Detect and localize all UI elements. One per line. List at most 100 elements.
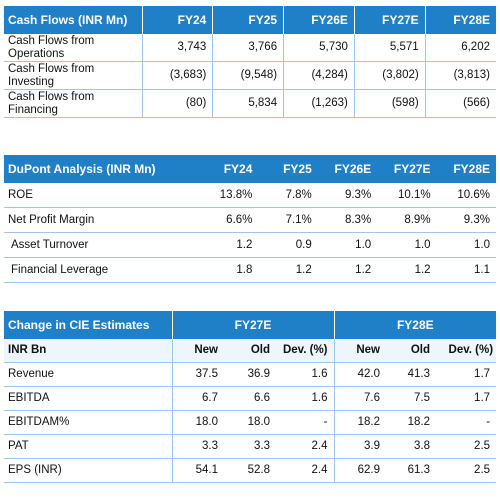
table-cell: 6.6 (224, 386, 276, 411)
unit-label: INR Bn (4, 339, 172, 363)
table-cell: 7.5 (386, 386, 437, 411)
table-cell: 1.0 (317, 232, 378, 258)
table-cell: - (276, 410, 335, 435)
row-label: PAT (4, 434, 172, 459)
table-cell: 3,766 (212, 34, 284, 62)
table-cell: (3,802) (353, 61, 426, 90)
table-row: EPS (INR) 54.1 52.8 2.4 62.9 61.3 2.5 (4, 458, 497, 483)
table-row: Financial Leverage 1.8 1.2 1.2 1.2 1.1 (4, 257, 496, 283)
dupont-year-header: FY24 (199, 155, 259, 183)
dupont-year-header: FY27E (377, 155, 437, 183)
table-cell: (1,263) (283, 89, 355, 118)
cie-group-fy27e: FY27E (171, 311, 335, 339)
cash-flows-year-header: FY26E (283, 6, 355, 34)
table-cell: 1.2 (377, 257, 437, 283)
dupont-year-header: FY28E (436, 155, 496, 183)
table-cell: 6,202 (424, 34, 496, 62)
table-row: Net Profit Margin 6.6% 7.1% 8.3% 8.9% 9.… (4, 207, 496, 233)
dupont-year-header: FY26E (317, 155, 378, 183)
table-cell: 1.0 (377, 232, 437, 258)
row-label-line2: Operations (8, 47, 65, 60)
row-label: Cash Flows from Operations (4, 34, 142, 62)
cash-flows-year-header: FY27E (353, 6, 426, 34)
row-label-line2: Financing (8, 103, 58, 116)
table-cell: 1.7 (436, 362, 497, 387)
table-cell: 7.6 (333, 386, 387, 411)
table-cell: 6.6% (199, 207, 259, 233)
table-row: Cash Flows from Operations 3,743 3,766 5,… (4, 34, 496, 62)
table-cell: 9.3% (317, 183, 378, 208)
table-cell: (566) (424, 89, 496, 118)
table-cell: 1.1 (436, 257, 496, 283)
table-cell: 42.0 (333, 362, 387, 387)
table-row: Cash Flows from Financing (80) 5,834 (1,2… (4, 89, 496, 118)
table-row: EBITDAM% 18.0 18.0 - 18.2 18.2 - (4, 410, 497, 435)
table-cell: (80) (141, 89, 213, 118)
table-cell: 3,743 (141, 34, 213, 62)
column-header: Dev. (%) (276, 339, 335, 363)
table-row: Asset Turnover 1.2 0.9 1.0 1.0 1.0 (4, 232, 496, 258)
cash-flows-year-header: FY25 (212, 6, 284, 34)
table-cell: 6.7 (171, 386, 224, 411)
column-header: Old (386, 339, 437, 363)
dupont-title: DuPont Analysis (INR Mn) (4, 155, 199, 183)
table-row: PAT 3.3 3.3 2.4 3.9 3.8 2.5 (4, 434, 497, 459)
table-cell: 3.8 (386, 434, 437, 459)
dupont-table: DuPont Analysis (INR Mn) FY24 FY25 FY26E… (4, 155, 496, 283)
column-header: Old (224, 339, 276, 363)
table-cell: 18.0 (224, 410, 276, 435)
table-cell: 1.6 (276, 386, 335, 411)
row-label: Financial Leverage (4, 257, 199, 283)
cie-header-row: Change in CIE Estimates FY27E FY28E (4, 311, 497, 339)
table-cell: 9.3% (436, 207, 496, 233)
table-cell: 5,571 (353, 34, 426, 62)
row-label: EBITDAM% (4, 410, 172, 435)
table-cell: 0.9 (258, 232, 318, 258)
row-label-line1: Cash Flows from (8, 90, 95, 103)
table-cell: (4,284) (283, 61, 355, 90)
row-label-line1: Cash Flows from (8, 62, 95, 75)
cie-estimates-table: Change in CIE Estimates FY27E FY28E INR … (4, 311, 497, 483)
table-cell: 2.4 (276, 458, 335, 483)
row-label: EBITDA (4, 386, 172, 411)
table-cell: 18.2 (386, 410, 437, 435)
table-cell: 61.3 (386, 458, 437, 483)
table-cell: 7.1% (258, 207, 318, 233)
table-cell: 3.3 (171, 434, 224, 459)
row-label: ROE (4, 183, 199, 208)
table-cell: 2.5 (436, 434, 497, 459)
table-cell: 5,834 (212, 89, 284, 118)
table-cell: 3.9 (333, 434, 387, 459)
table-cell: 2.4 (276, 434, 335, 459)
table-cell: 36.9 (224, 362, 276, 387)
table-cell: 18.0 (171, 410, 224, 435)
column-header: New (171, 339, 224, 363)
cash-flows-table: Cash Flows (INR Mn) FY24 FY25 FY26E FY27… (4, 6, 496, 118)
table-cell: 1.2 (317, 257, 378, 283)
table-cell: 1.2 (199, 232, 259, 258)
row-label-line1: Cash Flows from (8, 34, 95, 47)
table-cell: 2.5 (436, 458, 497, 483)
column-header: New (333, 339, 387, 363)
table-cell: 1.2 (258, 257, 318, 283)
table-cell: 10.1% (377, 183, 437, 208)
table-cell: - (436, 410, 497, 435)
table-cell: 1.0 (436, 232, 496, 258)
dupont-year-header: FY25 (258, 155, 318, 183)
row-label: Cash Flows from Financing (4, 89, 142, 118)
table-cell: (598) (353, 89, 426, 118)
table-cell: 37.5 (171, 362, 224, 387)
table-cell: (3,813) (424, 61, 496, 90)
table-row: ROE 13.8% 7.8% 9.3% 10.1% 10.6% (4, 183, 496, 208)
row-label: Asset Turnover (4, 232, 199, 258)
table-cell: 18.2 (333, 410, 387, 435)
table-cell: 54.1 (171, 458, 224, 483)
table-row: Revenue 37.5 36.9 1.6 42.0 41.3 1.7 (4, 362, 497, 387)
table-cell: 1.6 (276, 362, 335, 387)
table-row: Cash Flows from Investing (3,683) (9,548)… (4, 61, 496, 90)
table-cell: 62.9 (333, 458, 387, 483)
cash-flows-header-row: Cash Flows (INR Mn) FY24 FY25 FY26E FY27… (4, 6, 496, 34)
table-row: EBITDA 6.7 6.6 1.6 7.6 7.5 1.7 (4, 386, 497, 411)
table-cell: (3,683) (141, 61, 213, 90)
table-cell: 8.3% (317, 207, 378, 233)
